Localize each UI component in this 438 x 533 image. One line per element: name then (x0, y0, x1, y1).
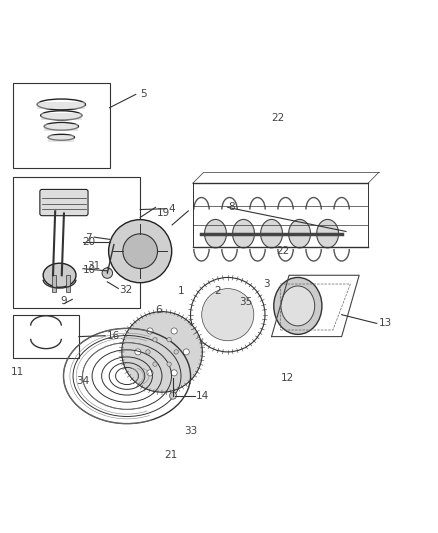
Text: 5: 5 (140, 90, 147, 99)
Text: 10: 10 (82, 265, 95, 275)
Circle shape (167, 362, 171, 366)
Bar (37, 102, 85, 109)
Circle shape (183, 349, 189, 355)
Text: 34: 34 (77, 376, 90, 386)
Text: 13: 13 (379, 318, 392, 328)
Text: 9: 9 (60, 296, 67, 305)
Circle shape (146, 350, 150, 354)
Text: 22: 22 (272, 112, 285, 123)
Circle shape (153, 362, 157, 366)
Ellipse shape (43, 263, 76, 287)
Text: 2: 2 (215, 286, 221, 296)
Text: 19: 19 (157, 208, 170, 218)
Text: 3: 3 (263, 279, 269, 289)
Circle shape (201, 288, 254, 341)
Circle shape (147, 370, 153, 376)
Ellipse shape (205, 220, 226, 248)
Ellipse shape (317, 220, 339, 248)
Ellipse shape (289, 220, 311, 248)
Text: 7: 7 (85, 232, 92, 243)
Circle shape (109, 220, 172, 282)
Bar (44, 124, 78, 131)
Text: 16: 16 (107, 330, 120, 341)
Bar (13, 177, 140, 308)
Text: 14: 14 (196, 391, 209, 401)
Text: 4: 4 (169, 204, 175, 214)
Text: 31: 31 (88, 261, 101, 271)
Text: 8: 8 (229, 203, 235, 212)
Circle shape (167, 337, 171, 342)
Bar (41, 113, 82, 120)
Ellipse shape (233, 220, 254, 248)
FancyBboxPatch shape (40, 189, 88, 216)
Text: 22: 22 (276, 246, 289, 256)
Text: 35: 35 (239, 296, 252, 306)
Circle shape (153, 337, 157, 342)
Bar (48, 135, 74, 142)
Ellipse shape (281, 286, 314, 326)
Text: 11: 11 (11, 367, 24, 377)
Text: 1: 1 (177, 286, 184, 296)
Text: 32: 32 (119, 285, 132, 295)
Circle shape (123, 234, 158, 269)
Circle shape (171, 328, 177, 334)
Text: 20: 20 (82, 237, 95, 247)
Circle shape (102, 268, 113, 278)
Circle shape (171, 370, 177, 376)
Bar (52, 274, 56, 292)
Circle shape (174, 350, 178, 354)
Circle shape (170, 392, 177, 399)
Bar (13, 83, 110, 168)
Circle shape (122, 312, 202, 392)
Circle shape (135, 349, 141, 355)
Bar (13, 314, 79, 359)
Text: 6: 6 (155, 305, 162, 316)
Text: 33: 33 (184, 426, 197, 436)
Circle shape (147, 328, 153, 334)
Text: 21: 21 (164, 450, 177, 460)
Ellipse shape (274, 278, 322, 334)
Ellipse shape (261, 220, 283, 248)
Bar (66, 274, 70, 292)
Text: 12: 12 (280, 373, 293, 383)
